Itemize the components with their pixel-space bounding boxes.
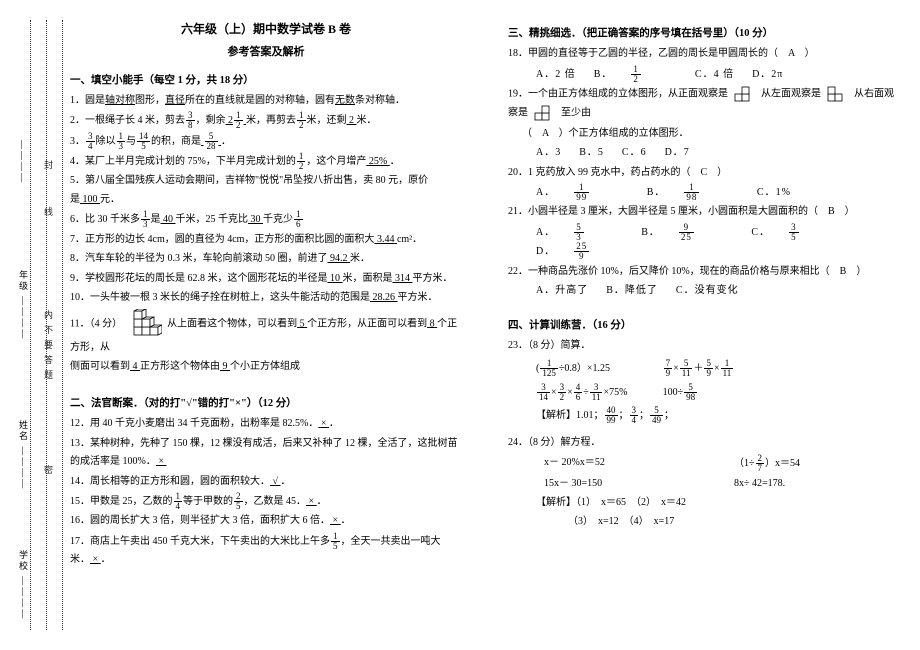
ans24a: 【解析】（1） x＝65 （2） x＝42 [508,494,900,513]
q5: 5．第八届全国残疾人运动会期间，吉祥物"悦悦"吊坠按八折出售，卖 80 元，原价… [70,172,462,209]
q11: 11．（4 分） 从上面看这个物体，可以看到 5 个正方形，从正面可以看到 8 … [70,309,462,358]
q6: 6．比 30 千米多13是 40 千米，25 千克比 30 千克少16 [70,210,462,229]
shape-left-icon [827,85,849,104]
q13: 13．某种树种，先种了 150 棵，12 棵没有成活，后来又补种了 12 棵，全… [70,435,462,472]
left-column: 六年级（上）期中数学试卷 B 卷 参考答案及解析 一、填空小能手（每空 1 分，… [70,18,470,632]
q23: 23．（8 分）简算． [508,337,900,356]
q12: 12．用 40 千克小麦磨出 34 千克面粉，出粉率是 82.5%． × ． [70,415,462,434]
eq-grid: x－ 20%x＝52 （1÷27）x＝54 15x－ 30=150 8x÷ 42… [508,454,900,494]
section-1-head: 一、填空小能手（每空 1 分，共 18 分） [70,71,462,90]
page-title: 六年级（上）期中数学试卷 B 卷 [70,18,462,40]
ans23: 【解析】1.01；4099；34；549； [508,406,900,425]
q20-opts: A．199 B．198 C．1% [508,183,900,202]
calc-grid-1: (1125÷0.8）×1.25 79×511＋59×111 314×32×46÷… [508,359,900,402]
q21-opts: A．53 B．925 C．35 D．259 [508,223,900,262]
q22: 22．一种商品先涨价 10%，后又降价 10%，现在的商品价格与原来相比（ B … [508,263,900,282]
exam-page: 六年级（上）期中数学试卷 B 卷 参考答案及解析 一、填空小能手（每空 1 分，… [0,0,920,650]
right-column: 三、精挑细选．（把正确答案的序号填在括号里）（10 分） 18．甲圆的直径等于乙… [500,18,900,632]
q8: 8．汽车车轮的半径为 0.3 米，车轮向前滚动 50 圈，前进了 94.2 米． [70,250,462,269]
q7: 7．正方形的边长 4cm，圆的直径为 4cm，正方形的面积比圆的面积大 3.44… [70,231,462,250]
q19-opts: A．3B．5C．6D．7 [508,144,900,163]
q19b: （ A ）个正方体组成的立体图形． [508,125,900,144]
q21: 21．小圆半径是 3 厘米，大圆半径是 5 厘米，小圆面积是大圆面积的（ B ） [508,203,900,222]
q3: 3．34除以13与145的积，商是 528 ． [70,132,462,151]
section-3-head: 三、精挑细选．（把正确答案的序号填在括号里）（10 分） [508,24,900,43]
q9: 9．学校圆形花坛的周长是 62.8 米，这个圆形花坛的半径是 10 米，面积是 … [70,270,462,289]
q22-opts: A．升高了B．降低了C．没有变化 [508,282,900,301]
q1: 1．圆是轴对称图形，直径所在的直线就是圆的对称轴，圆有无数条对称轴． [70,92,462,111]
shape-right-icon [534,104,556,123]
q15: 15．甲数是 25，乙数的14等于甲数的25，乙数是 45． × ． [70,492,462,511]
q2: 2．一根绳子长 4 米，剪去38，剩余 212 米，再剪去12米，还剩 2 米． [70,111,462,130]
q10: 10．一头牛被一根 3 米长的绳子拴在树桩上，这头牛能活动的范围是 28.26 … [70,289,462,308]
q14: 14．周长相等的正方形和圆，圆的面积较大． √ ． [70,473,462,492]
q4: 4．某厂上半月完成计划的 75%，下半月完成计划的12，这个月增产 25% ． [70,152,462,171]
cubes-icon [128,309,162,339]
q17: 17．商店上午卖出 450 千克大米，下午卖出的大米比上午多15，全天一共卖出一… [70,532,462,570]
q19: 19．一个由正方体组成的立体图形，从正面观察是 从左面观察是 从右面观察是 至少… [508,85,900,123]
q24: 24．（8 分）解方程． [508,434,900,453]
section-2-head: 二、法官断案．（对的打"√"错的打"×"）（12 分） [70,394,462,413]
q18: 18．甲圆的直径等于乙圆的半径，乙圆的周长是甲圆周长的（ A ） [508,45,900,64]
shape-front-icon [734,85,756,104]
section-4-head: 四、计算训练营．（16 分） [508,316,900,335]
q11-cont: 侧面可以看到 4 正方形这个物体由 9 个小正方体组成 [70,358,462,377]
q16: 16．圆的周长扩大 3 倍，则半径扩大 3 倍，面积扩大 6 倍． × ． [70,512,462,531]
q20: 20．1 克药放入 99 克水中，药占药水的（ C ） [508,164,900,183]
q18-opts: A．2 倍B．12C．4 倍D．2π [508,65,900,84]
ans24b: （3） x=12 （4） x=17 [508,513,900,532]
page-subtitle: 参考答案及解析 [70,42,462,62]
